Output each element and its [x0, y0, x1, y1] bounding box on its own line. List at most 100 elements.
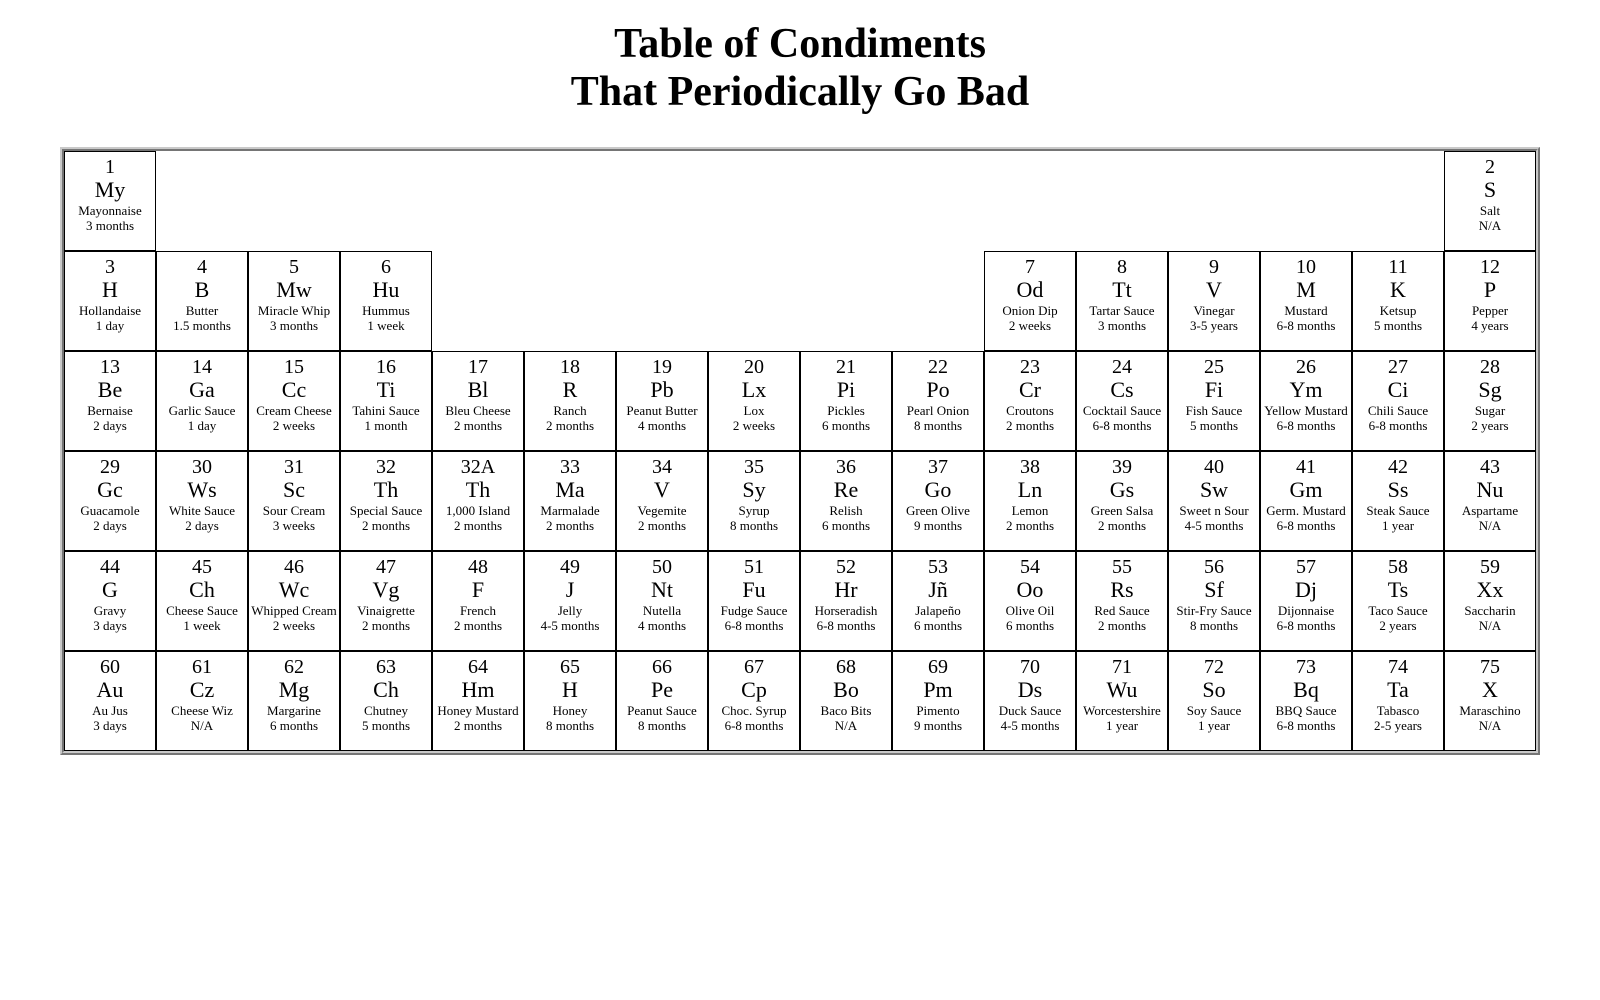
element-number: 19: [652, 356, 672, 378]
element-name: Peanut Sauce: [627, 704, 697, 718]
element-number: 43: [1480, 456, 1500, 478]
element-cell: 72SoSoy Sauce1 year: [1168, 651, 1260, 751]
element-symbol: F: [472, 578, 484, 602]
element-name: Cheese Wiz: [171, 704, 233, 718]
element-shelf-life: N/A: [1479, 619, 1501, 633]
element-shelf-life: 6-8 months: [1369, 419, 1428, 433]
element-cell: 63ChChutney5 months: [340, 651, 432, 751]
element-shelf-life: 6 months: [914, 619, 962, 633]
element-number: 48: [468, 556, 488, 578]
element-shelf-life: 2 months: [454, 419, 502, 433]
element-shelf-life: 2 years: [1379, 619, 1416, 633]
element-shelf-life: 2 days: [93, 419, 127, 433]
element-cell: 68BoBaco BitsN/A: [800, 651, 892, 751]
element-shelf-life: 6 months: [1006, 619, 1054, 633]
element-symbol: Sg: [1478, 378, 1501, 402]
element-symbol: Ym: [1290, 378, 1323, 402]
element-name: Duck Sauce: [999, 704, 1061, 718]
element-number: 60: [100, 656, 120, 678]
element-symbol: Bo: [833, 678, 859, 702]
element-name: Fudge Sauce: [721, 604, 788, 618]
element-cell: 29GcGuacamole2 days: [64, 451, 156, 551]
element-cell: 30WsWhite Sauce2 days: [156, 451, 248, 551]
element-shelf-life: 2 months: [454, 619, 502, 633]
element-name: White Sauce: [169, 504, 235, 518]
element-number: 67: [744, 656, 764, 678]
element-shelf-life: 2-5 years: [1374, 719, 1422, 733]
element-shelf-life: 6-8 months: [1277, 519, 1336, 533]
element-shelf-life: 6 months: [822, 419, 870, 433]
element-cell: 36ReRelish6 months: [800, 451, 892, 551]
element-cell: 64HmHoney Mustard2 months: [432, 651, 524, 751]
element-name: Special Sauce: [350, 504, 423, 518]
element-shelf-life: 3 days: [93, 619, 127, 633]
element-cell: 34VVegemite2 months: [616, 451, 708, 551]
element-shelf-life: 2 months: [454, 519, 502, 533]
element-cell: 3HHollandaise1 day: [64, 251, 156, 351]
element-cell: 15CcCream Cheese2 weeks: [248, 351, 340, 451]
element-cell: 23CrCroutons2 months: [984, 351, 1076, 451]
element-shelf-life: 3-5 years: [1190, 319, 1238, 333]
element-cell: 74TaTabasco2-5 years: [1352, 651, 1444, 751]
element-symbol: Ln: [1018, 478, 1042, 502]
element-shelf-life: 2 days: [93, 519, 127, 533]
element-number: 23: [1020, 356, 1040, 378]
element-cell: 43NuAspartameN/A: [1444, 451, 1536, 551]
element-cell: 40SwSweet n Sour4-5 months: [1168, 451, 1260, 551]
element-symbol: Au: [97, 678, 124, 702]
element-symbol: Hm: [462, 678, 495, 702]
element-cell: 7OdOnion Dip2 weeks: [984, 251, 1076, 351]
element-number: 51: [744, 556, 764, 578]
element-number: 20: [744, 356, 764, 378]
element-number: 50: [652, 556, 672, 578]
element-shelf-life: 1 day: [96, 319, 125, 333]
element-cell: 37GoGreen Olive9 months: [892, 451, 984, 551]
element-symbol: Nu: [1477, 478, 1504, 502]
element-symbol: Ss: [1388, 478, 1409, 502]
element-number: 2: [1485, 156, 1495, 178]
element-shelf-life: 6-8 months: [725, 619, 784, 633]
element-name: Tartar Sauce: [1089, 304, 1154, 318]
element-name: Vinaigrette: [357, 604, 415, 618]
element-name: Marmalade: [540, 504, 599, 518]
element-cell: 45ChCheese Sauce1 week: [156, 551, 248, 651]
element-cell: 18RRanch2 months: [524, 351, 616, 451]
element-symbol: So: [1202, 678, 1225, 702]
element-cell: 6HuHummus1 week: [340, 251, 432, 351]
element-name: Stir-Fry Sauce: [1176, 604, 1251, 618]
element-symbol: Th: [466, 478, 490, 502]
element-cell: 38LnLemon2 months: [984, 451, 1076, 551]
element-number: 58: [1388, 556, 1408, 578]
element-cell: 62MgMargarine6 months: [248, 651, 340, 751]
element-number: 42: [1388, 456, 1408, 478]
element-shelf-life: 2 months: [546, 419, 594, 433]
element-name: Cream Cheese: [256, 404, 331, 418]
element-number: 6: [381, 256, 391, 278]
element-name: 1,000 Island: [446, 504, 510, 518]
element-cell: 58TsTaco Sauce2 years: [1352, 551, 1444, 651]
title-line-1: Table of Condiments: [614, 21, 986, 67]
element-cell: 54OoOlive Oil6 months: [984, 551, 1076, 651]
element-shelf-life: 8 months: [546, 719, 594, 733]
element-symbol: Bl: [468, 378, 489, 402]
element-name: Pickles: [827, 404, 865, 418]
element-number: 72: [1204, 656, 1224, 678]
element-shelf-life: 6-8 months: [1277, 319, 1336, 333]
element-symbol: Sf: [1204, 578, 1224, 602]
element-cell: 8TtTartar Sauce3 months: [1076, 251, 1168, 351]
element-symbol: G: [102, 578, 118, 602]
element-cell: 33MaMarmalade2 months: [524, 451, 616, 551]
element-name: Mayonnaise: [78, 204, 142, 218]
element-symbol: X: [1482, 678, 1498, 702]
element-symbol: S: [1484, 178, 1496, 202]
element-shelf-life: 6-8 months: [725, 719, 784, 733]
element-shelf-life: 3 months: [270, 319, 318, 333]
element-symbol: Pi: [837, 378, 855, 402]
element-symbol: Mw: [276, 278, 311, 302]
element-cell: 35SySyrup8 months: [708, 451, 800, 551]
element-shelf-life: 9 months: [914, 719, 962, 733]
element-symbol: Mg: [279, 678, 310, 702]
element-name: Lox: [744, 404, 765, 418]
element-shelf-life: 6-8 months: [1277, 619, 1336, 633]
element-cell: 75XMaraschinoN/A: [1444, 651, 1536, 751]
